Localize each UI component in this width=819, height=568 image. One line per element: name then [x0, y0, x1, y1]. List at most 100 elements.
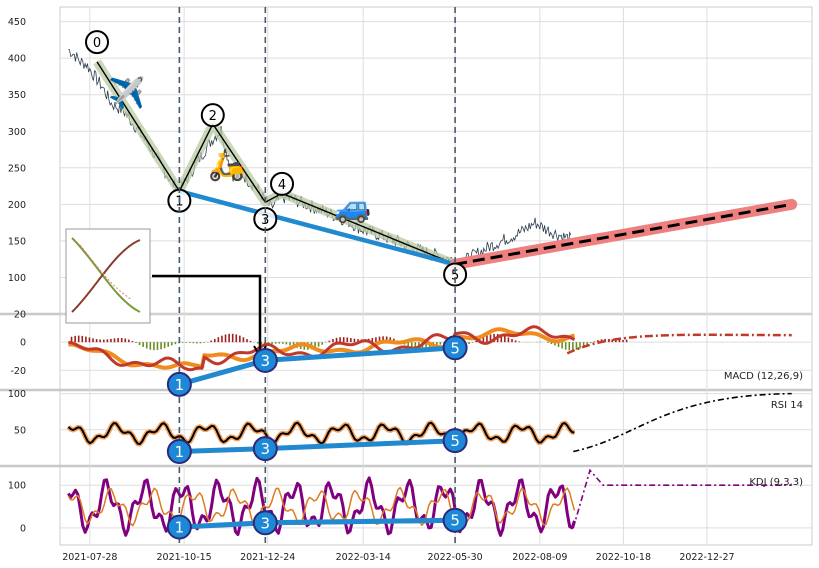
y-tick-label: 350: [8, 90, 26, 101]
macd-histogram-bar: [593, 341, 596, 343]
pivot-label: 5: [451, 269, 459, 284]
macd-histogram-bar: [88, 337, 91, 343]
divergence-marker-label: 5: [450, 512, 460, 530]
macd-histogram-bar: [131, 341, 134, 343]
macd-histogram-bar: [353, 338, 356, 343]
macd-histogram-bar: [256, 342, 259, 344]
macd-histogram-bar: [468, 342, 470, 345]
macd-histogram-bar: [138, 342, 141, 345]
macd-histogram-bar: [102, 339, 105, 343]
y-tick-label: -20: [10, 366, 26, 377]
macd-histogram-bar: [213, 338, 216, 343]
macd-histogram-bar: [92, 338, 94, 343]
pivot-marker: [443, 262, 468, 287]
kdj-panel-label: KDJ (9,3,3): [749, 477, 803, 488]
divergence-marker: [252, 436, 278, 462]
macd-histogram-bar: [378, 336, 381, 343]
macd-histogram-bar: [74, 335, 76, 343]
macd-histogram-bar: [514, 340, 517, 343]
pivot-marker: [270, 171, 295, 196]
macd-histogram-bar: [564, 342, 567, 350]
pivot-marker: [85, 30, 110, 55]
macd-histogram-bar: [145, 342, 148, 349]
macd-histogram-bar: [504, 335, 506, 343]
macd-histogram-bar: [171, 342, 173, 346]
y-tick-label: 100: [8, 389, 26, 400]
y-tick-label: 200: [8, 200, 26, 211]
x-tick-label: 2022-05-30: [427, 552, 482, 563]
macd-histogram-bar: [589, 342, 592, 344]
macd-histogram-bar: [550, 342, 553, 345]
macd-histogram-bar: [572, 342, 574, 351]
macd-histogram-bar: [339, 337, 341, 343]
macd-histogram-bar: [507, 337, 510, 343]
divergence-marker: [442, 428, 468, 454]
plane-icon: ✈️: [108, 74, 145, 111]
macd-histogram-bar: [597, 340, 599, 343]
macd-histogram-bar: [242, 337, 245, 343]
x-tick-label: 2022-10-18: [596, 552, 651, 563]
y-tick-label: 400: [8, 54, 26, 65]
panel-frame: [59, 6, 813, 315]
macd-histogram-bar: [357, 339, 359, 343]
thumbnail-inset: [65, 228, 151, 324]
divergence-marker: [252, 510, 278, 536]
divergence-marker-label: 3: [261, 514, 271, 532]
x-tick-label: 2021-07-28: [62, 552, 117, 563]
macd-histogram-bar: [203, 342, 205, 343]
y-tick-label: 450: [8, 17, 26, 28]
macd-histogram-bar: [389, 337, 392, 343]
divergence-marker-label: 5: [450, 339, 460, 357]
divergence-marker-label: 5: [450, 432, 460, 450]
pivot-label: 2: [209, 109, 217, 124]
macd-histogram-bar: [557, 342, 560, 348]
macd-histogram-bar: [482, 337, 485, 343]
scooter-icon: 🛵: [208, 148, 245, 183]
y-tick-label: 100: [8, 481, 26, 492]
kdj-k-line: [67, 486, 576, 527]
divergence-marker-label: 1: [175, 443, 185, 461]
macd-histogram-bar: [224, 334, 227, 343]
macd-histogram-bar: [188, 342, 191, 343]
y-tick-label: 0: [20, 338, 26, 349]
macd-histogram-bar: [568, 342, 571, 351]
macd-histogram-bar: [382, 336, 384, 343]
x-tick-label: 2021-10-15: [157, 552, 212, 563]
macd-histogram-bar: [95, 339, 98, 343]
divergence-marker-label: 1: [175, 376, 185, 394]
macd-histogram-bar: [350, 338, 352, 343]
macd-histogram-bar: [385, 336, 388, 343]
macd-histogram-bar: [547, 342, 549, 343]
macd-histogram-bar: [500, 334, 503, 343]
macd-histogram-bar: [511, 339, 513, 343]
macd-histogram-bar: [375, 337, 377, 343]
macd-histogram-bar: [292, 342, 295, 347]
macd-histogram-bar: [618, 340, 621, 343]
macd-histogram-bar: [328, 340, 331, 343]
macd-histogram-bar: [407, 342, 409, 347]
macd-histogram-bar: [278, 342, 281, 344]
divergence-marker-label: 3: [261, 352, 271, 370]
divergence-marker: [252, 347, 278, 373]
macd-histogram-bar: [342, 337, 345, 343]
macd-histogram-bar: [99, 339, 101, 343]
macd-histogram-bar: [81, 335, 84, 343]
macd-histogram-bar: [486, 335, 488, 343]
macd-histogram-bar: [149, 342, 152, 350]
macd-histogram-bar: [160, 342, 162, 350]
macd-histogram-bar: [231, 333, 234, 343]
macd-histogram-bar: [335, 337, 338, 343]
macd-histogram-bar: [586, 342, 588, 346]
macd-histogram-bar: [196, 342, 198, 344]
rsi-line: [67, 421, 575, 446]
macd-histogram-bar: [582, 342, 585, 347]
macd-histogram-bar: [249, 340, 252, 343]
macd-histogram-bar: [163, 342, 166, 349]
divergence-marker: [442, 507, 468, 533]
macd-histogram-bar: [135, 342, 137, 343]
macd-histogram-bar: [239, 335, 241, 343]
macd-histogram-bar: [271, 342, 273, 344]
macd-histogram-bar: [615, 339, 617, 343]
kdj-projection: [572, 468, 792, 529]
